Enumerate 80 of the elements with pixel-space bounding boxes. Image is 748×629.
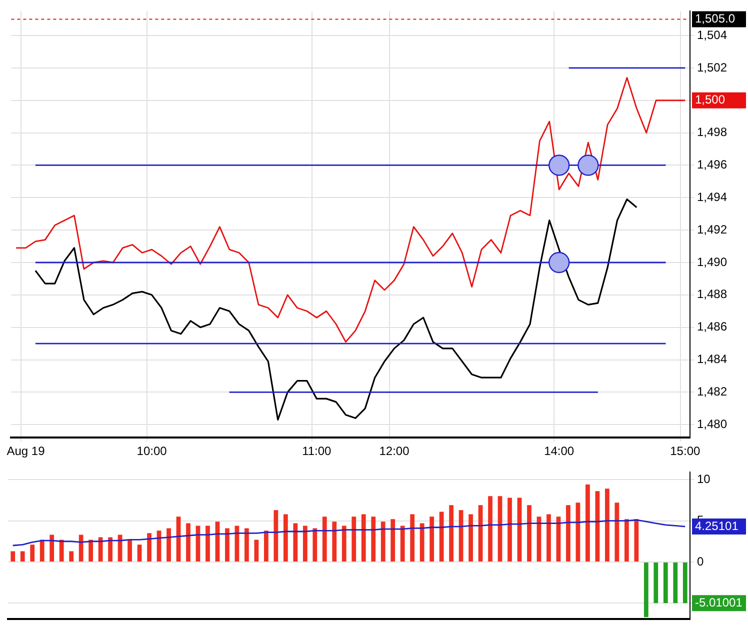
bar (244, 528, 249, 562)
bar (586, 484, 590, 562)
bar (254, 540, 259, 562)
x-tick-label: Aug 19 (6, 444, 46, 458)
text: -5.01001 (695, 595, 743, 610)
x-tick-label: 12:00 (379, 444, 410, 458)
y-tick-label: 0 (697, 554, 704, 568)
bar (488, 496, 492, 562)
bar (682, 562, 688, 604)
bar (371, 516, 376, 562)
y-tick-label: 1,486 (697, 320, 728, 334)
bar (449, 505, 454, 562)
y-tick-label: 1,498 (697, 125, 728, 140)
y-tick-label: 1,488 (697, 287, 728, 302)
bar (78, 534, 84, 562)
bar (274, 510, 278, 562)
y-tick-label: 1,504 (697, 28, 728, 42)
bar (20, 551, 25, 562)
y-tick-label: 1,490 (697, 254, 728, 269)
bar (283, 514, 288, 562)
bar (342, 526, 346, 562)
bar (420, 523, 424, 562)
bar (595, 491, 600, 562)
bar (88, 540, 94, 562)
y-tick-label: 1,492 (697, 222, 728, 236)
y-tick-label: 1,496 (697, 158, 728, 172)
bar (332, 522, 337, 562)
bar (644, 562, 648, 618)
bar (293, 523, 298, 562)
bar (566, 505, 570, 562)
bar (517, 498, 522, 562)
y-tick-label: 1,480 (697, 416, 728, 431)
bar (527, 505, 532, 562)
ref-line-label: 1,505.0 (695, 12, 736, 26)
bar (147, 533, 152, 562)
bar (137, 544, 142, 562)
bar (390, 519, 396, 562)
x-tick-label: 10:00 (136, 444, 168, 458)
bar (166, 528, 171, 562)
bar (508, 498, 512, 562)
bar (322, 516, 327, 562)
bar (361, 514, 366, 562)
x-tick-label: 15:00 (670, 444, 700, 458)
y-tick-label: 1,494 (697, 190, 728, 204)
y-tick-label: 1,502 (697, 60, 728, 74)
bar (352, 516, 356, 562)
bar (312, 528, 318, 562)
bar (673, 562, 678, 604)
text: 4.25101 (695, 518, 739, 533)
y-tick-label: 1,484 (697, 352, 728, 366)
y-tick-label: 10 (697, 472, 711, 486)
bar (128, 540, 132, 562)
bar (10, 551, 16, 562)
bar (264, 530, 268, 562)
bar (634, 519, 639, 562)
bar (624, 519, 629, 562)
bar (69, 551, 74, 562)
bar (225, 528, 230, 562)
bar (186, 523, 190, 562)
x-tick-label: 14:00 (544, 444, 574, 458)
bar (468, 514, 473, 562)
bar (604, 488, 610, 562)
y-tick-label: 1,482 (697, 384, 728, 399)
bar (410, 514, 415, 562)
bar (30, 544, 35, 562)
bar (663, 562, 668, 604)
bar (546, 514, 551, 562)
bar (400, 526, 405, 562)
bar (50, 534, 54, 562)
text: 1,500 (695, 92, 726, 107)
bar (380, 522, 386, 562)
bar (614, 502, 620, 562)
bar (302, 526, 308, 562)
x-tick-label: 11:00 (302, 444, 332, 458)
bar (206, 526, 210, 562)
bar (430, 516, 434, 562)
bar (654, 562, 658, 604)
bar (108, 537, 112, 562)
bar (59, 540, 64, 562)
bar (40, 540, 44, 562)
